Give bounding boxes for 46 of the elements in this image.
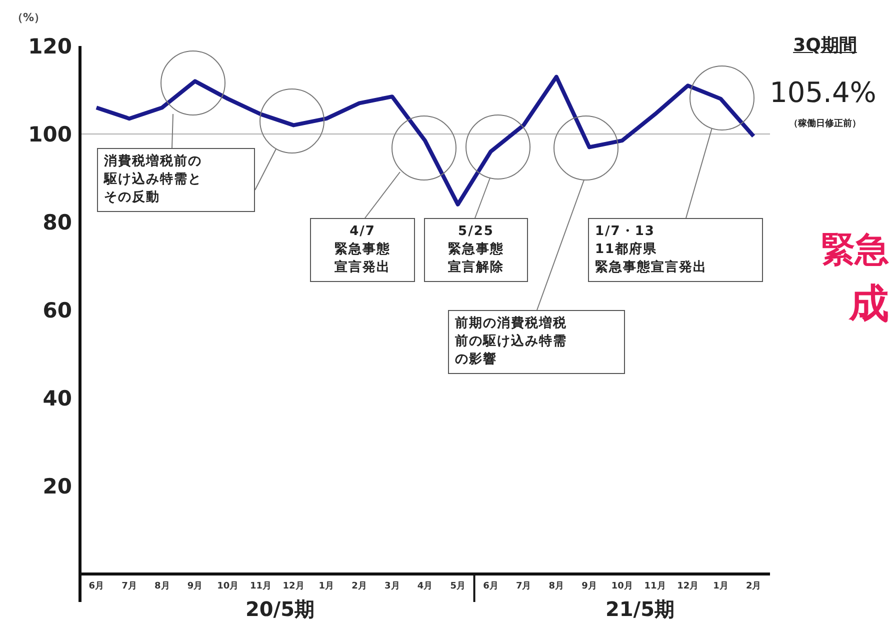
callout-box: 前期の消費税増税前の駆け込み特需の影響	[448, 310, 625, 374]
text: 20/5期	[245, 597, 315, 621]
x-tick-label: 4月	[417, 580, 433, 592]
text: （稼働日修正前）	[789, 119, 861, 129]
annotation: 消費税増税前の駆け込み特需とその反動	[104, 153, 203, 207]
x-tick-label: 9月	[582, 580, 597, 592]
annotation: 105.4%	[770, 76, 876, 109]
y-tick-label: 80	[42, 210, 72, 234]
x-tick-label: 10月	[217, 580, 239, 592]
x-tick-label: 12月	[677, 580, 699, 592]
x-tick-label: 11月	[250, 580, 272, 592]
y-tick-label: 100	[28, 122, 72, 146]
line-series	[94, 74, 756, 206]
x-tick-label: 7月	[516, 580, 532, 592]
callout-box: 1/7・1311都府県緊急事態宣言発出	[588, 218, 763, 282]
x-tick-label: 2月	[352, 580, 367, 592]
x-tick-label: 1月	[318, 580, 334, 592]
x-tick-label: 8月	[154, 580, 170, 592]
y-tick-label: 60	[42, 298, 72, 322]
x-tick-label: 2月	[746, 580, 762, 592]
y-tick-label: 40	[42, 386, 72, 410]
x-tick-label: 10月	[611, 580, 633, 592]
callout-box: 4/7緊急事態宣言発出	[310, 218, 415, 282]
x-tick-label: 11月	[644, 580, 666, 592]
x-tick-label: 8月	[548, 580, 564, 592]
annotation: 4/7緊急事態宣言発出	[334, 223, 392, 277]
annotation: 前期の消費税増税前の駆け込み特需の影響	[455, 315, 568, 369]
x-tick-label: 9月	[187, 580, 203, 592]
x-tick-label: 6月	[483, 580, 498, 592]
text: 21/5期	[605, 597, 675, 621]
annotation: 5/25緊急事態宣言解除	[447, 223, 505, 277]
text: 緊急	[821, 230, 889, 270]
x-tick-label: 12月	[282, 580, 304, 592]
y-tick-label: 20	[42, 474, 72, 498]
x-tick-label: 6月	[88, 580, 104, 592]
y-axis-title: （%）	[12, 10, 46, 25]
x-tick-label: 7月	[122, 580, 137, 592]
x-tick-label: 3月	[384, 580, 400, 592]
x-tick-label: 5月	[450, 580, 466, 592]
y-tick-label: 120	[28, 34, 72, 58]
text: 3Q期間	[793, 35, 857, 56]
callout-box: 消費税増税前の駆け込み特需とその反動	[97, 148, 255, 212]
annotation: 1/7・1311都府県緊急事態宣言発出	[595, 223, 708, 277]
text: 成	[849, 281, 889, 327]
x-tick-label: 1月	[713, 580, 728, 592]
callout-box: 5/25緊急事態宣言解除	[424, 218, 528, 282]
